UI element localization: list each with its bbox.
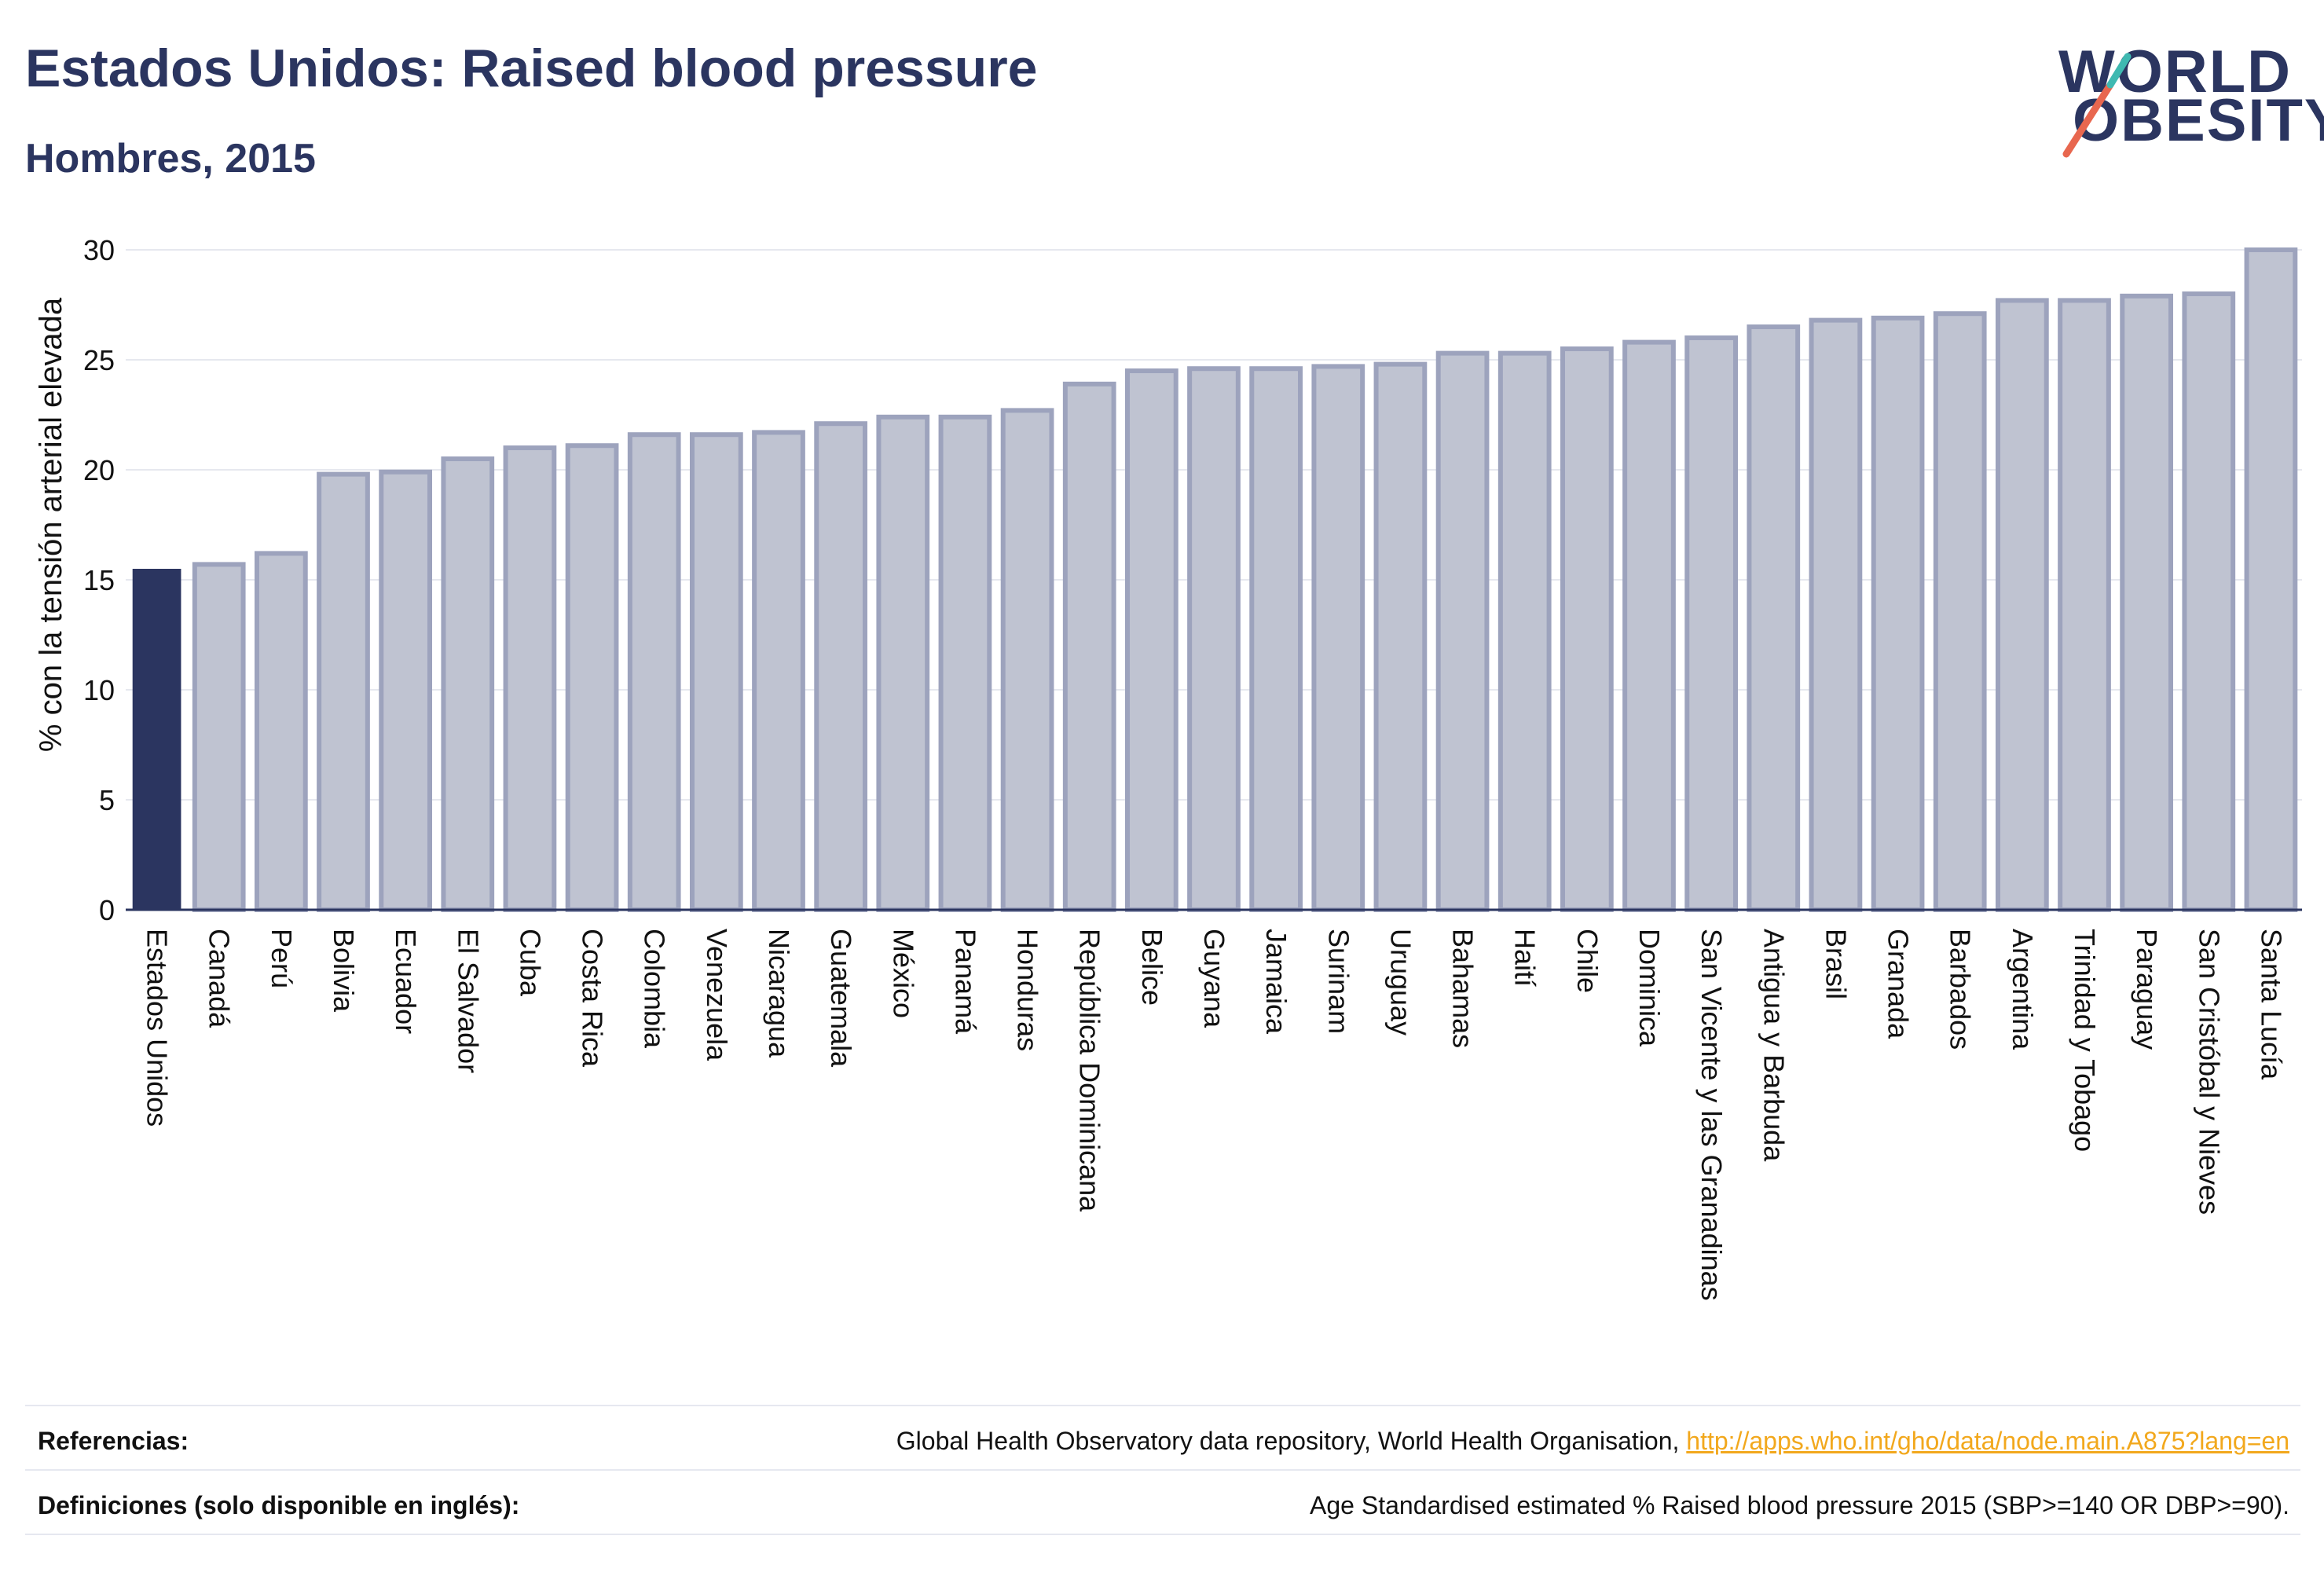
x-tick-label: Uruguay [1384, 929, 1417, 1035]
footer-divider [25, 1405, 2300, 1406]
y-tick-label: 20 [83, 454, 115, 486]
x-tick-label: Haití [1509, 929, 1541, 987]
bar-chart: 0 5 10 15 20 25 30 % con la tensión arterial el… [34, 234, 2302, 1301]
x-tick-label: Argentina [2007, 929, 2039, 1050]
bar [379, 469, 433, 912]
bar [627, 432, 681, 912]
bar [1684, 335, 1739, 912]
definitions-label: Definiciones (solo disponible en inglés)… [38, 1491, 520, 1519]
bar [1435, 350, 1490, 913]
x-tick-label: Honduras [1012, 929, 1044, 1051]
x-tick-label: Venezuela [701, 929, 733, 1061]
bar [1871, 315, 1925, 912]
x-tick-label: México [887, 929, 919, 1018]
bar [938, 414, 992, 912]
references-link[interactable]: http://apps.who.int/gho/data/node.main.A… [1686, 1427, 2289, 1455]
y-axis-title: % con la tensión arterial elevada [34, 297, 68, 752]
bar [441, 456, 495, 912]
x-tick-label: Santa Lucía [2255, 929, 2287, 1080]
bar [752, 430, 805, 912]
x-tick-label: Antigua y Barbuda [1758, 929, 1790, 1162]
bar [503, 445, 557, 912]
x-tick-label: Guyana [1198, 929, 1230, 1028]
x-tick-label: San Vicente y las Granadinas [1695, 929, 1728, 1301]
x-tick-label: Perú [266, 929, 298, 988]
references-text: Global Health Observatory data repositor… [896, 1427, 2289, 1456]
bar [192, 562, 246, 913]
bar [1062, 381, 1116, 912]
footer-divider [25, 1469, 2300, 1471]
x-tick-label: Cuba [514, 929, 546, 997]
logo-slash-icon [2062, 53, 2132, 158]
logo-line-2: OBESITY [2073, 87, 2324, 154]
bar [689, 432, 743, 912]
x-tick-label: Bolivia [328, 929, 360, 1013]
bar [1187, 366, 1241, 912]
world-obesity-logo: WORLD OBESITY [2043, 38, 2324, 171]
chart-subtitle: Hombres, 2015 [25, 136, 316, 181]
x-tick-label: Jamaica [1260, 929, 1292, 1035]
references-source: Global Health Observatory data repositor… [896, 1427, 1687, 1455]
bar [1124, 368, 1178, 912]
x-tick-label: Chile [1571, 929, 1604, 993]
bar [2182, 291, 2236, 912]
bar [1995, 298, 2049, 912]
x-tick-label: Surinam [1322, 929, 1354, 1034]
logo-line-1: WORLD [2058, 38, 2293, 105]
x-tick-label: Colombia [639, 929, 671, 1049]
y-tick-label: 25 [83, 344, 115, 376]
x-tick-label: Dominica [1633, 929, 1666, 1047]
x-tick-label: Panamá [949, 929, 981, 1035]
x-tick-label: Barbados [1945, 929, 1977, 1050]
bar [1622, 339, 1676, 913]
x-tick-label: El Salvador [452, 929, 484, 1073]
bar [132, 569, 181, 910]
bar [814, 421, 868, 912]
bar [1249, 366, 1303, 912]
x-tick-label: Brasil [1820, 929, 1852, 999]
x-tick-label: Paraguay [2131, 929, 2163, 1050]
x-tick-label: Canadá [203, 929, 236, 1028]
bar [1809, 317, 1863, 913]
bar [1747, 324, 1801, 912]
bar [2244, 247, 2298, 912]
bar [2058, 298, 2111, 912]
x-tick-label: Costa Rica [577, 929, 609, 1068]
references-label: Referencias: [38, 1427, 189, 1455]
bar [2120, 293, 2174, 912]
chart-title: Estados Unidos: Raised blood pressure [25, 38, 1038, 98]
bar [565, 443, 619, 912]
definitions-text: Age Standardised estimated % Raised bloo… [1310, 1491, 2289, 1519]
bar [254, 551, 308, 913]
x-tick-label: Bahamas [1447, 929, 1479, 1048]
x-tick-label: San Cristóbal y Nieves [2193, 929, 2225, 1215]
bar [1933, 311, 1987, 912]
y-tick-label: 30 [83, 234, 115, 266]
bar [1373, 361, 1428, 913]
x-tick-label: Ecuador [390, 929, 422, 1034]
y-tick-label: 10 [83, 674, 115, 706]
bar [317, 471, 370, 912]
x-tick-label: Estados Unidos [141, 929, 174, 1127]
y-tick-label: 5 [99, 784, 115, 816]
x-tick-label: Belice [1136, 929, 1168, 1006]
bar [1311, 364, 1365, 912]
x-tick-label: Trinidad y Tobago [2069, 929, 2101, 1152]
footer-divider [25, 1534, 2300, 1535]
bar [876, 414, 930, 912]
bar [1000, 408, 1054, 912]
y-tick-label: 0 [99, 894, 115, 926]
bar [1497, 350, 1552, 913]
x-tick-label: Nicaragua [763, 929, 795, 1058]
x-tick-label: República Dominicana [1074, 929, 1106, 1212]
y-tick-label: 15 [83, 564, 115, 596]
x-tick-label: Granada [1882, 929, 1915, 1039]
x-tick-label: Guatemala [825, 929, 857, 1068]
bar [1560, 346, 1614, 912]
